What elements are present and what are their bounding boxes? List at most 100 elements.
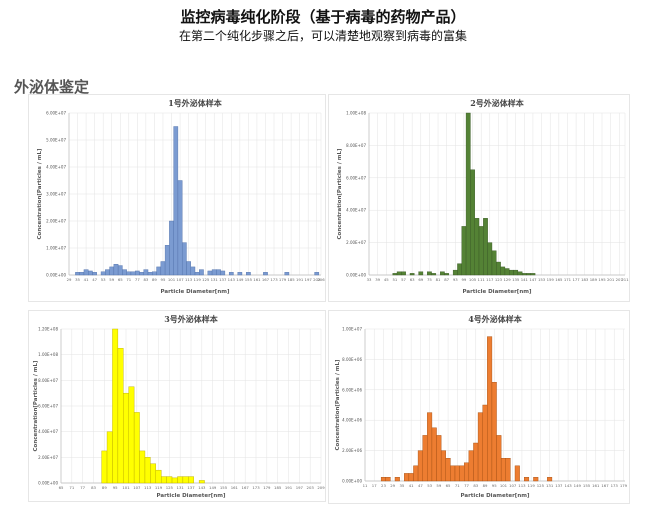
y-tick-label: 8.00E+07 bbox=[38, 378, 58, 383]
bar bbox=[418, 271, 424, 276]
x-tick-label: 143 bbox=[198, 485, 206, 490]
x-tick-label: 29 bbox=[67, 277, 72, 282]
y-tick-label: 0.00E+00 bbox=[342, 479, 362, 484]
bar bbox=[207, 270, 213, 276]
bar bbox=[126, 271, 132, 276]
x-tick-label: 107 bbox=[509, 483, 517, 488]
bar bbox=[113, 263, 119, 276]
x-axis-label: Particle Diameter[nm] bbox=[157, 493, 226, 499]
x-tick-label: 209 bbox=[317, 485, 325, 490]
x-tick-label: 83 bbox=[473, 483, 478, 488]
bar bbox=[504, 268, 510, 276]
bar bbox=[422, 435, 428, 482]
bar bbox=[228, 272, 234, 276]
x-tick-label: 161 bbox=[592, 483, 600, 488]
y-tick-label: 1.00E+07 bbox=[342, 327, 362, 332]
x-tick-label: 137 bbox=[219, 277, 227, 282]
x-tick-label: 189 bbox=[590, 277, 598, 282]
bar bbox=[79, 272, 85, 276]
bar bbox=[173, 126, 179, 276]
bar bbox=[533, 476, 539, 482]
bar bbox=[143, 269, 149, 276]
bar bbox=[517, 271, 523, 276]
x-tick-label: 149 bbox=[236, 277, 244, 282]
bar bbox=[513, 269, 519, 276]
x-tick-label: 29 bbox=[390, 483, 395, 488]
bar bbox=[505, 457, 511, 482]
y-tick-label: 6.00E+07 bbox=[38, 404, 58, 409]
x-tick-label: 167 bbox=[601, 483, 609, 488]
bar bbox=[182, 476, 189, 484]
x-tick-label: 107 bbox=[176, 277, 184, 282]
x-tick-label: 17 bbox=[372, 483, 377, 488]
bar bbox=[526, 273, 531, 276]
bar bbox=[457, 263, 462, 276]
y-tick-label: 2.00E+06 bbox=[342, 448, 362, 453]
x-tick-label: 191 bbox=[296, 277, 304, 282]
bar bbox=[465, 112, 471, 276]
bar bbox=[139, 272, 144, 276]
bar bbox=[547, 476, 553, 482]
bar bbox=[385, 476, 391, 482]
y-axis-label: Concentration[Particles / mL] bbox=[37, 148, 43, 239]
x-tick-label: 83 bbox=[91, 485, 96, 490]
x-tick-label: 167 bbox=[262, 277, 270, 282]
bar bbox=[246, 272, 251, 276]
bar bbox=[500, 266, 506, 276]
x-tick-label: 149 bbox=[574, 483, 582, 488]
x-tick-label: 63 bbox=[410, 277, 415, 282]
page-subtitle: 在第二个纯化步骤之后，可以清楚地观察到病毒的富集 bbox=[178, 29, 467, 43]
x-tick-label: 203 bbox=[313, 277, 321, 282]
x-tick-label: 93 bbox=[453, 277, 458, 282]
bar bbox=[496, 435, 502, 482]
chart-title: 2号外泌体样本 bbox=[470, 98, 524, 108]
bar bbox=[396, 271, 402, 276]
bar bbox=[454, 465, 460, 482]
y-tick-label: 2.00E+07 bbox=[346, 240, 366, 245]
bar bbox=[186, 261, 191, 276]
bar bbox=[106, 431, 113, 484]
bar bbox=[284, 272, 290, 276]
bar bbox=[144, 457, 151, 484]
bar bbox=[394, 476, 400, 482]
bar bbox=[491, 250, 497, 276]
x-tick-label: 95 bbox=[113, 485, 118, 490]
x-tick-label: 183 bbox=[581, 277, 589, 282]
bar bbox=[509, 269, 514, 276]
bar bbox=[459, 465, 465, 482]
bar bbox=[452, 269, 458, 276]
y-axis-label: Concentration[Particles / mL] bbox=[337, 148, 343, 239]
bar bbox=[105, 269, 110, 276]
bar bbox=[117, 265, 123, 276]
x-tick-label: 69 bbox=[418, 277, 423, 282]
x-tick-label: 177 bbox=[572, 277, 580, 282]
x-tick-label: 101 bbox=[122, 485, 130, 490]
bar bbox=[156, 266, 162, 276]
x-tick-label: 53 bbox=[101, 277, 106, 282]
x-tick-label: 173 bbox=[611, 483, 619, 488]
x-tick-label: 71 bbox=[69, 485, 74, 490]
x-tick-label: 159 bbox=[547, 277, 555, 282]
bar bbox=[440, 450, 446, 482]
bar bbox=[392, 273, 398, 276]
bar bbox=[482, 404, 488, 482]
x-tick-label: 117 bbox=[486, 277, 494, 282]
bar bbox=[464, 462, 470, 482]
bar bbox=[404, 473, 410, 482]
x-axis-label: Particle Diameter[nm] bbox=[461, 493, 530, 499]
y-tick-label: 4.00E+07 bbox=[346, 208, 366, 213]
bar bbox=[147, 272, 153, 276]
y-tick-label: 2.00E+07 bbox=[46, 219, 66, 224]
x-tick-label: 119 bbox=[194, 277, 202, 282]
bar bbox=[521, 273, 527, 276]
bar bbox=[199, 269, 204, 276]
x-tick-label: 153 bbox=[538, 277, 546, 282]
x-tick-label: 155 bbox=[245, 277, 253, 282]
bar bbox=[483, 218, 488, 276]
x-tick-label: 57 bbox=[401, 277, 406, 282]
chart-panel-3: 3号外泌体样本 65 71 77 83 89 95 101 107 113 119 125 131 137… bbox=[28, 310, 326, 502]
bar bbox=[83, 269, 89, 276]
y-tick-label: 8.00E+06 bbox=[342, 357, 362, 362]
chart-panel-1: 1号外泌体样本 29 35 41 47 53 59 65 71 77 83 89 95 101 107 113… bbox=[28, 94, 326, 302]
bar bbox=[166, 476, 173, 484]
